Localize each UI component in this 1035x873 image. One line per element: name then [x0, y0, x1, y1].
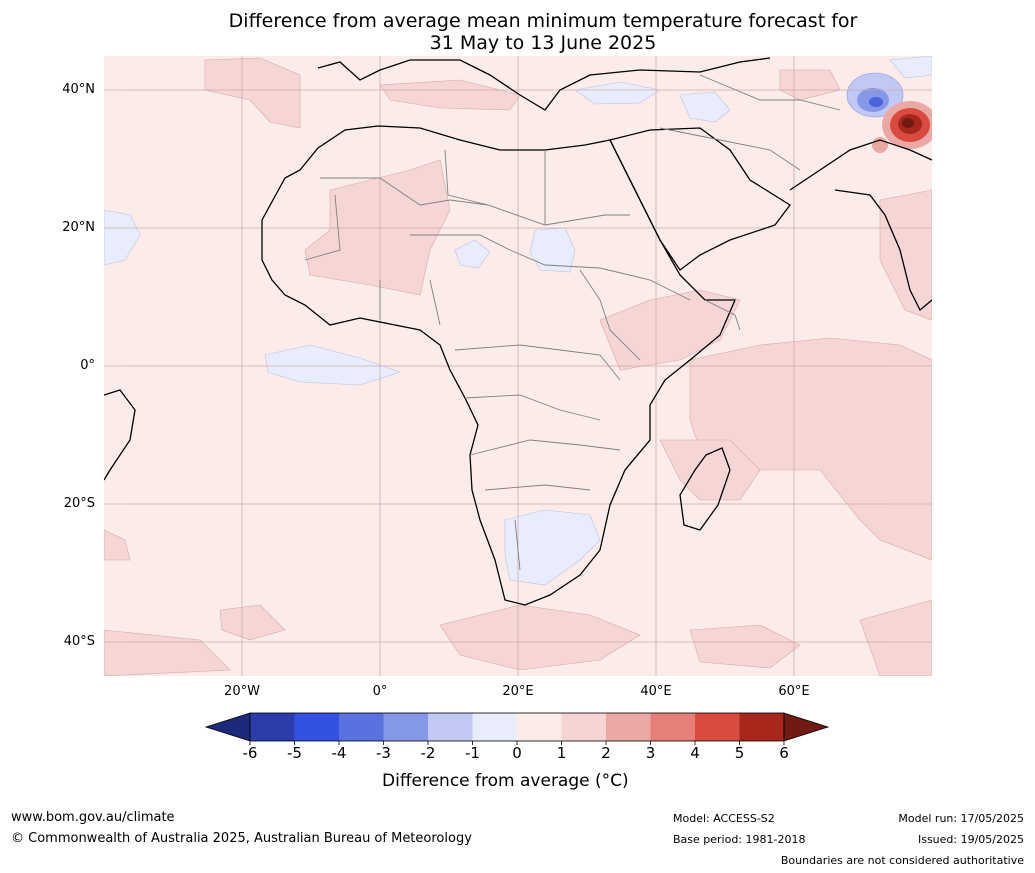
- lon-label-60e: 60°E: [778, 684, 810, 699]
- warm-region-southeast: [859, 599, 932, 676]
- warm-region-europe: [204, 57, 301, 129]
- cool-anomaly-himalaya: [846, 72, 904, 118]
- issued-date: Issued: 19/05/2025: [917, 833, 1024, 846]
- lat-label-20n: 20°N: [62, 220, 95, 235]
- warm-region-madagascar: [659, 439, 761, 501]
- warm-region-south-ocean-2: [689, 624, 801, 669]
- country-boundaries: [304, 74, 841, 571]
- madagascar-coastline: [679, 447, 731, 531]
- colorbar-label: Difference from average (°C): [382, 771, 629, 791]
- copyright-text: © Commonwealth of Australia 2025, Austra…: [11, 831, 472, 846]
- title-line-1: Difference from average mean minimum tem…: [228, 10, 858, 32]
- south-america-coastline: [104, 389, 136, 481]
- colorbar-tick: -4: [331, 744, 347, 762]
- colorbar-tick: -6: [242, 744, 258, 762]
- warm-region-india: [879, 189, 932, 321]
- warm-region-med: [379, 79, 521, 111]
- africa-coastline: [261, 125, 736, 606]
- base-period: Base period: 1981-2018: [673, 833, 806, 846]
- cool-region-sahel: [454, 239, 491, 269]
- arabia-coastline: [609, 127, 791, 271]
- graticule: [104, 56, 932, 676]
- website-link[interactable]: www.bom.gov.au/climate: [11, 810, 175, 825]
- persian-gulf-coastline: [789, 139, 932, 191]
- title-line-2: 31 May to 13 June 2025: [429, 32, 657, 54]
- colorbar-tick: 5: [734, 744, 745, 762]
- india-coastline: [834, 189, 932, 312]
- cool-region-east-med: [574, 81, 661, 105]
- colorbar-tick: -3: [376, 744, 391, 762]
- warm-region-south-atlantic-2: [219, 604, 286, 641]
- colorbar-tick: -2: [420, 744, 436, 762]
- colorbar-tick: -5: [287, 744, 302, 762]
- warm-region-east-africa: [599, 289, 741, 371]
- cool-region-west-atlantic: [104, 209, 141, 266]
- lat-label-20s: 20°S: [63, 496, 95, 511]
- colorbar-tick: 1: [556, 744, 567, 762]
- warm-region-southwest: [104, 529, 131, 561]
- lon-label-20e: 20°E: [502, 684, 534, 699]
- lon-label-20w: 20°W: [224, 684, 260, 699]
- lat-label-40n: 40°N: [62, 82, 95, 97]
- model-name: Model: ACCESS-S2: [673, 812, 775, 825]
- colorbar-tick: -1: [465, 744, 480, 762]
- lon-label-0: 0°: [372, 684, 388, 699]
- lon-label-40e: 40°E: [640, 684, 672, 699]
- chart-title: Difference from average mean minimum tem…: [0, 10, 1035, 54]
- colorbar-tick: 3: [645, 744, 656, 762]
- europe-coastline: [317, 57, 771, 111]
- lat-label-0: 0°: [80, 358, 95, 373]
- cool-region-near-india: [889, 56, 932, 79]
- colorbar-tick: 2: [601, 744, 611, 762]
- colorbar-tick: 6: [779, 744, 789, 762]
- lat-label-40s: 40°S: [63, 634, 95, 649]
- boundaries-disclaimer: Boundaries are not considered authoritat…: [780, 854, 1024, 867]
- warm-region-south-ocean: [439, 604, 641, 671]
- colorbar-tick: 4: [690, 744, 700, 762]
- model-run: Model run: 17/05/2025: [898, 812, 1024, 825]
- colorbar-tick: 0: [512, 744, 522, 762]
- warm-region-south-atlantic: [104, 629, 231, 676]
- cool-region-turkey: [679, 91, 731, 123]
- coastlines: [104, 57, 932, 606]
- cool-region-southern-africa: [504, 509, 601, 586]
- warm-region-sahara: [304, 159, 451, 296]
- warm-region-middle-east: [779, 69, 841, 101]
